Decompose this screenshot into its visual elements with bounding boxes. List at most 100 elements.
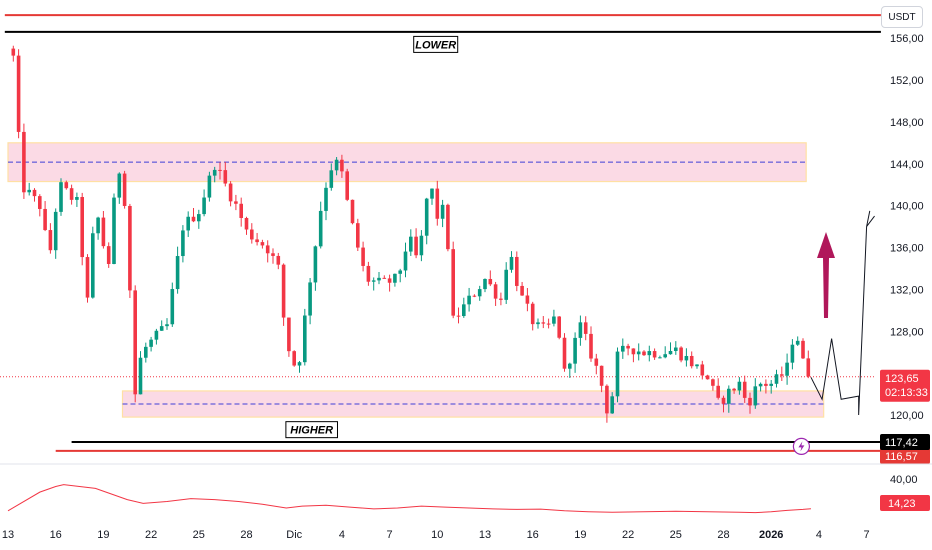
candle-body bbox=[122, 173, 127, 206]
candle bbox=[446, 203, 450, 252]
candle bbox=[287, 317, 291, 357]
candle-body bbox=[530, 303, 535, 325]
candle bbox=[382, 275, 387, 279]
candle-body bbox=[43, 208, 47, 231]
candle bbox=[695, 364, 699, 369]
bullish-arrow-icon[interactable] bbox=[817, 232, 835, 318]
candle bbox=[483, 278, 487, 293]
candle bbox=[658, 355, 662, 359]
candle bbox=[297, 361, 302, 373]
candle-body bbox=[96, 217, 100, 234]
candle bbox=[112, 193, 116, 265]
candle-body bbox=[181, 230, 185, 257]
y-tick-label: 156,00 bbox=[890, 33, 924, 45]
annotation-lower[interactable]: LOWER bbox=[413, 35, 459, 53]
candle bbox=[398, 268, 402, 283]
candle-body bbox=[748, 397, 752, 406]
candle-body bbox=[467, 295, 471, 305]
candle bbox=[329, 163, 334, 191]
candle bbox=[727, 385, 731, 413]
candle-body bbox=[276, 255, 281, 265]
candle-body bbox=[642, 351, 646, 356]
candle-body bbox=[737, 381, 742, 391]
candle-body bbox=[589, 333, 593, 359]
candle-body bbox=[520, 285, 524, 296]
candle-body bbox=[546, 323, 551, 325]
x-tick-label: 28 bbox=[717, 529, 729, 541]
candle-body bbox=[255, 239, 259, 243]
candle bbox=[456, 307, 461, 324]
candle-body bbox=[419, 235, 424, 256]
x-tick-label: 22 bbox=[145, 529, 157, 541]
candle bbox=[122, 170, 127, 209]
candle-body bbox=[430, 188, 434, 199]
candle bbox=[414, 228, 418, 259]
candle bbox=[371, 277, 376, 291]
candle-body bbox=[59, 182, 63, 212]
candle-body bbox=[578, 322, 583, 338]
candle-body bbox=[117, 173, 122, 198]
candle bbox=[106, 242, 111, 268]
candle bbox=[774, 369, 779, 388]
candle-body bbox=[705, 375, 710, 380]
candle bbox=[711, 378, 715, 391]
candle bbox=[509, 251, 514, 273]
candle bbox=[223, 162, 228, 187]
candle bbox=[764, 379, 768, 394]
candle bbox=[181, 225, 185, 263]
candle-body bbox=[493, 284, 498, 299]
candle-body bbox=[477, 289, 482, 297]
candle-body bbox=[446, 204, 450, 250]
candle-body bbox=[239, 203, 243, 218]
x-tick-label: 13 bbox=[479, 529, 491, 541]
candle-body bbox=[361, 247, 365, 266]
candle-body bbox=[271, 253, 275, 256]
candle bbox=[345, 168, 349, 202]
candle-body bbox=[165, 324, 169, 327]
candle-body bbox=[764, 383, 768, 386]
y-axis: 152,00 148,00 144,00 140,00 136,00 132,00 128,… bbox=[890, 33, 924, 422]
candle bbox=[647, 345, 652, 362]
candle bbox=[493, 281, 498, 306]
candle bbox=[38, 194, 42, 217]
candle-body bbox=[186, 216, 190, 231]
oscillator-scale-label: 40,00 bbox=[890, 474, 918, 486]
candle bbox=[758, 382, 763, 392]
candle bbox=[409, 229, 413, 256]
candle bbox=[53, 208, 58, 259]
candle bbox=[149, 336, 153, 352]
candle bbox=[472, 294, 477, 298]
candle bbox=[22, 123, 26, 199]
candle-body bbox=[371, 280, 376, 282]
candle-body bbox=[647, 351, 652, 356]
candle bbox=[684, 348, 689, 367]
candle-body bbox=[207, 175, 212, 198]
candle bbox=[573, 332, 577, 373]
candle bbox=[477, 285, 482, 301]
candle bbox=[488, 270, 493, 287]
candle-body bbox=[69, 188, 74, 200]
candle bbox=[668, 342, 673, 355]
candle-body bbox=[403, 251, 408, 271]
level-tag-red-bg bbox=[880, 447, 930, 464]
candle bbox=[308, 278, 312, 325]
candle-body bbox=[366, 265, 371, 282]
x-tick-label: 7 bbox=[864, 529, 870, 541]
candle-body bbox=[149, 339, 153, 347]
candle-body bbox=[197, 214, 201, 222]
candle-body bbox=[615, 351, 620, 397]
x-tick-label: 28 bbox=[240, 529, 252, 541]
candle-body bbox=[64, 182, 69, 189]
resistance-zone[interactable] bbox=[7, 142, 807, 183]
currency-selector-button[interactable]: USDT bbox=[881, 6, 923, 28]
candle-body bbox=[509, 256, 514, 270]
projection-path[interactable] bbox=[810, 210, 875, 416]
annotation-higher[interactable]: HIGHER bbox=[285, 421, 338, 439]
candle bbox=[207, 171, 212, 202]
candle bbox=[589, 326, 593, 362]
candle bbox=[552, 309, 556, 327]
candle-body bbox=[488, 278, 493, 285]
candle bbox=[117, 172, 122, 204]
candle-body bbox=[250, 229, 254, 240]
